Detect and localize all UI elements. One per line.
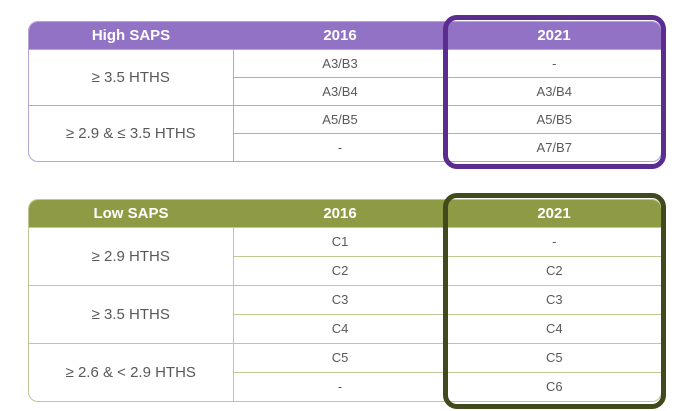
- value-cell-2021: C4: [446, 313, 661, 343]
- high-saps-table: High SAPS 2016 2021 ≥ 3.5 HTHS A3/B3 - A…: [28, 15, 666, 169]
- low-saps-table: Low SAPS 2016 2021 ≥ 2.9 HTHS C1 - C2 C2…: [28, 193, 666, 409]
- high-saps-table-body: High SAPS 2016 2021 ≥ 3.5 HTHS A3/B3 - A…: [28, 21, 662, 162]
- value-cell-2021: A3/B4: [446, 76, 661, 105]
- category-cell: ≥ 2.9 HTHS: [29, 226, 233, 285]
- header-cell-2021: 2021: [447, 200, 661, 227]
- value-cell-2016: -: [232, 371, 447, 401]
- value-cell-2016: C4: [232, 313, 447, 343]
- table-row: ≥ 2.9 & ≤ 3.5 HTHS A5/B5 A5/B5: [29, 104, 661, 161]
- value-cell-2021: C6: [446, 371, 661, 401]
- value-cell-2016: -: [232, 132, 447, 161]
- value-cell-2016: C5: [232, 342, 447, 372]
- header-cell-2016: 2016: [233, 22, 447, 49]
- page: High SAPS 2016 2021 ≥ 3.5 HTHS A3/B3 - A…: [28, 15, 666, 409]
- table-row: A3/B4 A3/B4: [29, 76, 661, 105]
- category-cell: ≥ 2.6 & < 2.9 HTHS: [29, 342, 233, 401]
- category-cell: ≥ 3.5 HTHS: [29, 48, 233, 105]
- header-cell-category: High SAPS: [29, 22, 233, 49]
- value-cell-2021: C5: [446, 342, 661, 372]
- value-cell-2021: A7/B7: [446, 132, 661, 161]
- value-cell-2021: -: [446, 48, 661, 77]
- category-cell: ≥ 2.9 & ≤ 3.5 HTHS: [29, 104, 233, 161]
- value-cell-2021: C2: [446, 255, 661, 285]
- table-row: ≥ 3.5 HTHS C3 C3: [29, 284, 661, 343]
- value-cell-2016: A3/B3: [232, 48, 447, 77]
- table-row: ≥ 3.5 HTHS A3/B3 -: [29, 48, 661, 105]
- value-cell-2016: C2: [232, 255, 447, 285]
- header-cell-2021: 2021: [447, 22, 661, 49]
- table-row: ≥ 2.6 & < 2.9 HTHS C5 C5: [29, 342, 661, 401]
- header-cell-2016: 2016: [233, 200, 447, 227]
- value-cell-2021: C3: [446, 284, 661, 314]
- header-cell-category: Low SAPS: [29, 200, 233, 227]
- value-cell-2016: C3: [232, 284, 447, 314]
- value-cell-2016: A3/B4: [232, 76, 447, 105]
- value-cell-2021: A5/B5: [446, 104, 661, 133]
- low-saps-header-row: Low SAPS 2016 2021: [29, 200, 661, 227]
- table-row: C2 C2: [29, 255, 661, 285]
- category-cell: ≥ 3.5 HTHS: [29, 284, 233, 343]
- low-saps-table-body: Low SAPS 2016 2021 ≥ 2.9 HTHS C1 - C2 C2…: [28, 199, 662, 402]
- table-row: ≥ 2.9 HTHS C1 -: [29, 226, 661, 285]
- value-cell-2016: C1: [232, 226, 447, 256]
- table-row: - C6: [29, 371, 661, 401]
- high-saps-header-row: High SAPS 2016 2021: [29, 22, 661, 49]
- table-row: - A7/B7: [29, 132, 661, 161]
- value-cell-2021: -: [446, 226, 661, 256]
- value-cell-2016: A5/B5: [232, 104, 447, 133]
